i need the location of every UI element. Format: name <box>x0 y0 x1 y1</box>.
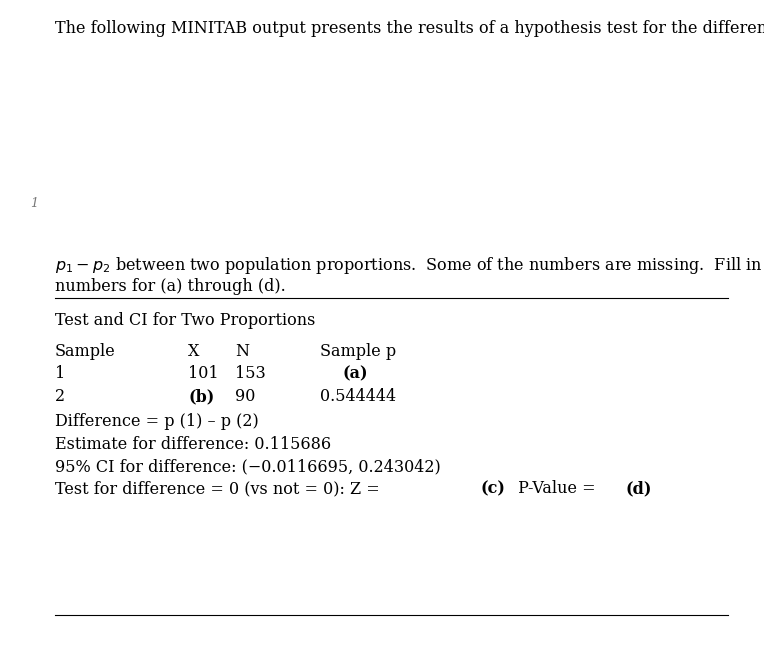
Text: 0.544444: 0.544444 <box>320 388 396 405</box>
Text: The following MINITAB output presents the results of a hypothesis test for the d: The following MINITAB output presents th… <box>55 20 764 37</box>
Text: N: N <box>235 343 249 360</box>
Text: X: X <box>188 343 199 360</box>
Text: (c): (c) <box>481 480 506 497</box>
Text: P-Value =: P-Value = <box>513 480 601 497</box>
Text: 101: 101 <box>188 365 219 382</box>
Text: (a): (a) <box>342 365 368 382</box>
Text: Sample p: Sample p <box>320 343 396 360</box>
Text: Test and CI for Two Proportions: Test and CI for Two Proportions <box>55 312 316 329</box>
Text: 1: 1 <box>55 365 65 382</box>
Text: 153: 153 <box>235 365 266 382</box>
Text: 1: 1 <box>30 197 38 210</box>
Text: (b): (b) <box>188 388 214 405</box>
Text: (d): (d) <box>626 480 652 497</box>
Text: numbers for (a) through (d).: numbers for (a) through (d). <box>55 278 286 295</box>
Text: Test for difference = 0 (vs not = 0): Z =: Test for difference = 0 (vs not = 0): Z … <box>55 480 385 497</box>
Text: Estimate for difference: 0.115686: Estimate for difference: 0.115686 <box>55 436 331 453</box>
Text: 2: 2 <box>55 388 65 405</box>
Text: 90: 90 <box>235 388 255 405</box>
Text: 95% CI for difference: (−0.0116695, 0.243042): 95% CI for difference: (−0.0116695, 0.24… <box>55 458 441 475</box>
Text: Difference = p (1) – p (2): Difference = p (1) – p (2) <box>55 413 259 430</box>
Text: $p_1 - p_2$ between two population proportions.  Some of the numbers are missing: $p_1 - p_2$ between two population propo… <box>55 255 764 276</box>
Text: Sample: Sample <box>55 343 116 360</box>
